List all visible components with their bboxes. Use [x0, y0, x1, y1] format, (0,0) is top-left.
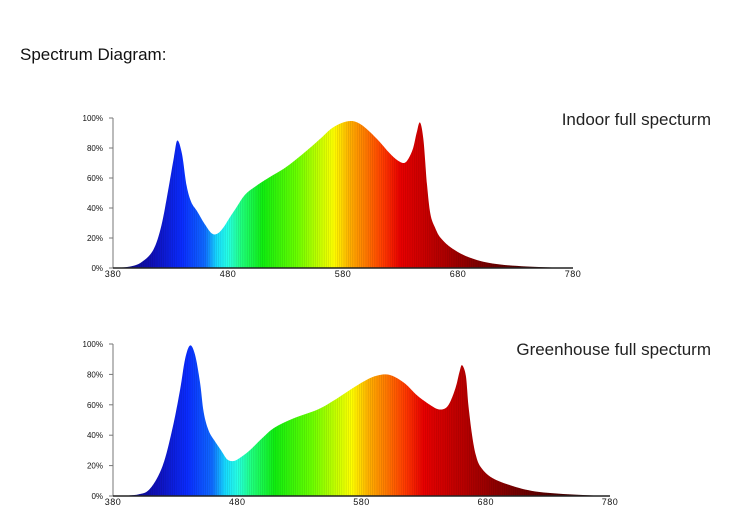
- y-tick-label: 0%: [91, 264, 103, 273]
- y-tick-label: 60%: [87, 174, 103, 183]
- spectrum-area: [113, 120, 573, 268]
- x-tick-label: 780: [602, 497, 619, 507]
- x-tick-label: 380: [105, 269, 122, 279]
- x-tick-label: 680: [450, 269, 467, 279]
- x-tick-label: 780: [565, 269, 582, 279]
- greenhouse-spectrum-chart: 0% 20% 40% 60% 80% 100% 380 480 580 680 780 Greenho…: [83, 340, 711, 507]
- x-tick-label: 580: [335, 269, 352, 279]
- y-tick-label: 80%: [87, 370, 103, 379]
- x-tick-label: 680: [477, 497, 494, 507]
- x-tick-label: 580: [353, 497, 370, 507]
- y-tick-label: 60%: [87, 401, 103, 410]
- chart-title: Indoor full specturm: [562, 110, 711, 129]
- y-tick-label: 80%: [87, 144, 103, 153]
- x-tick-label: 380: [105, 497, 122, 507]
- x-tick-label: 480: [229, 497, 246, 507]
- y-tick-label: 100%: [83, 114, 103, 123]
- y-tick-label: 40%: [87, 204, 103, 213]
- page-title: Spectrum Diagram:: [20, 45, 167, 64]
- chart-title: Greenhouse full specturm: [516, 340, 711, 359]
- spectrum-area: [113, 345, 610, 496]
- indoor-spectrum-chart: 0% 20% 40% 60% 80% 100% 380 480 580 680 780 Indoor …: [83, 110, 711, 279]
- y-tick-label: 100%: [83, 340, 103, 349]
- y-tick-label: 20%: [87, 234, 103, 243]
- x-tick-label: 480: [220, 269, 237, 279]
- y-tick-label: 0%: [91, 492, 103, 501]
- y-tick-label: 20%: [87, 462, 103, 471]
- y-tick-label: 40%: [87, 431, 103, 440]
